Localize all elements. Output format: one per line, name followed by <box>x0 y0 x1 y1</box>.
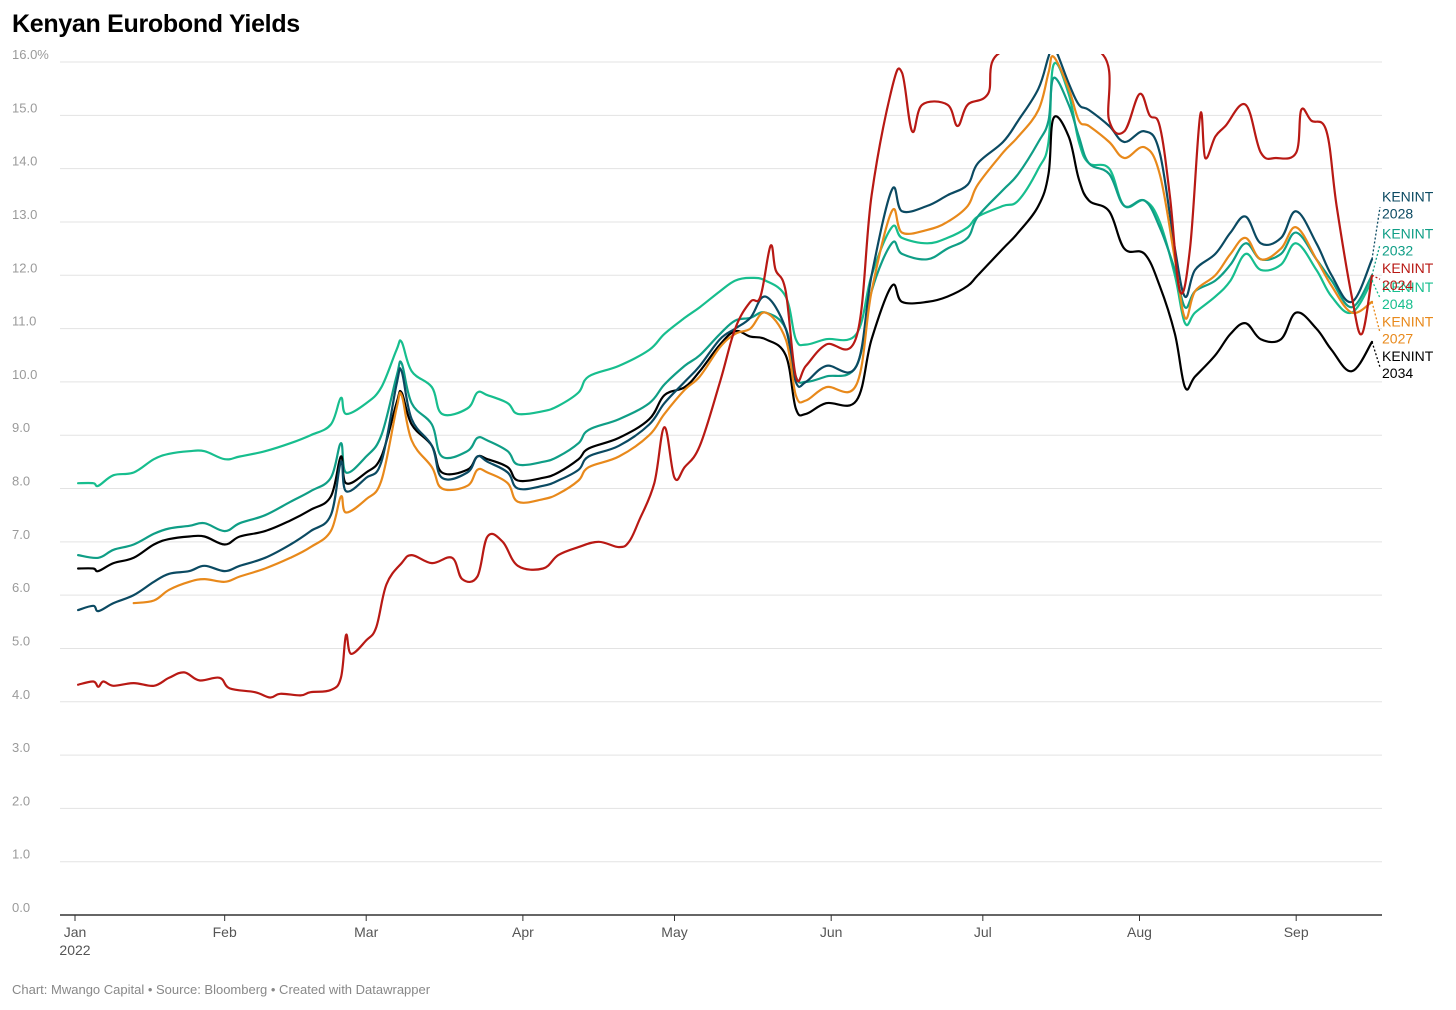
series-label-year-kenint-2032: 2032 <box>1382 243 1413 259</box>
y-axis-ticks: 16.0% 15.0 14.0 13.0 12.0 11.0 10.0 9.0 8.0 7.0 6.… <box>12 47 49 915</box>
series-label-year-kenint-2034: 2034 <box>1382 365 1413 381</box>
y-tick-label: 11.0 <box>12 314 36 329</box>
y-tick-label: 5.0 <box>12 633 30 648</box>
label-leader <box>1371 244 1381 276</box>
series-line-kenint-2024 <box>77 54 1374 699</box>
x-axis-ticks: Jan 2022 Feb Mar Apr May Jun Jul Aug Sep <box>59 915 1309 958</box>
label-leader <box>1371 301 1381 333</box>
series-label-year-kenint-2027: 2027 <box>1382 331 1413 347</box>
label-leader <box>1371 341 1381 368</box>
series-labels: KENINT2048KENINT2032KENINT2034KENINT2028… <box>1371 188 1434 381</box>
y-tick-label: 13.0 <box>12 207 37 222</box>
series-label-kenint-2034: KENINT <box>1382 348 1434 364</box>
chart-footer: Chart: Mwango Capital • Source: Bloomber… <box>12 982 431 997</box>
x-tick-label: Feb <box>213 924 237 940</box>
y-tick-label: 9.0 <box>12 420 30 435</box>
y-tick-label: 15.0 <box>12 100 37 115</box>
series-line-kenint-2028 <box>77 54 1374 613</box>
x-tick-label: Apr <box>512 924 534 940</box>
y-tick-label: 4.0 <box>12 687 30 702</box>
label-leader <box>1371 274 1381 280</box>
series-line-kenint-2048 <box>77 61 1374 488</box>
x-tick-label: May <box>661 924 687 940</box>
series-label-kenint-2048: KENINT <box>1382 279 1434 295</box>
series-label-kenint-2028: KENINT <box>1382 188 1434 204</box>
label-leader <box>1371 207 1381 260</box>
y-tick-label: 1.0 <box>12 847 30 862</box>
x-tick-label: Sep <box>1284 924 1309 940</box>
series-line-kenint-2034 <box>77 115 1374 573</box>
y-tick-label: 8.0 <box>12 474 30 489</box>
series-lines <box>77 54 1374 699</box>
x-tick-label: Jul <box>974 924 992 940</box>
series-label-kenint-2027: KENINT <box>1382 314 1434 330</box>
x-tick-sublabel: 2022 <box>59 942 90 958</box>
series-line-kenint-2027 <box>132 55 1374 605</box>
y-tick-label: 14.0 <box>12 154 37 169</box>
series-label-year-kenint-2048: 2048 <box>1382 296 1413 312</box>
chart-title: Kenyan Eurobond Yields <box>12 10 300 38</box>
line-chart: 16.0% 15.0 14.0 13.0 12.0 11.0 10.0 9.0 8.0 7.0 6.… <box>12 47 1434 958</box>
x-tick-label: Aug <box>1127 924 1152 940</box>
y-tick-label: 2.0 <box>12 793 30 808</box>
y-tick-label: 0.0 <box>12 900 30 915</box>
x-tick-label: Jan <box>64 924 87 940</box>
gridlines <box>60 61 1382 916</box>
y-tick-label: 3.0 <box>12 740 30 755</box>
y-tick-label: 7.0 <box>12 527 30 542</box>
label-leader <box>1371 280 1381 299</box>
y-tick-label: 10.0 <box>12 367 37 382</box>
series-label-kenint-2032: KENINT <box>1382 226 1434 242</box>
series-label-year-kenint-2024: 2024 <box>1382 277 1413 293</box>
series-line-kenint-2032 <box>77 76 1374 560</box>
series-label-year-kenint-2028: 2028 <box>1382 205 1413 221</box>
y-tick-label: 6.0 <box>12 580 30 595</box>
x-tick-label: Mar <box>354 924 378 940</box>
y-tick-label: 12.0 <box>12 260 37 275</box>
x-tick-label: Jun <box>820 924 843 940</box>
y-tick-label: 16.0% <box>12 47 49 62</box>
series-label-kenint-2024: KENINT <box>1382 260 1434 276</box>
